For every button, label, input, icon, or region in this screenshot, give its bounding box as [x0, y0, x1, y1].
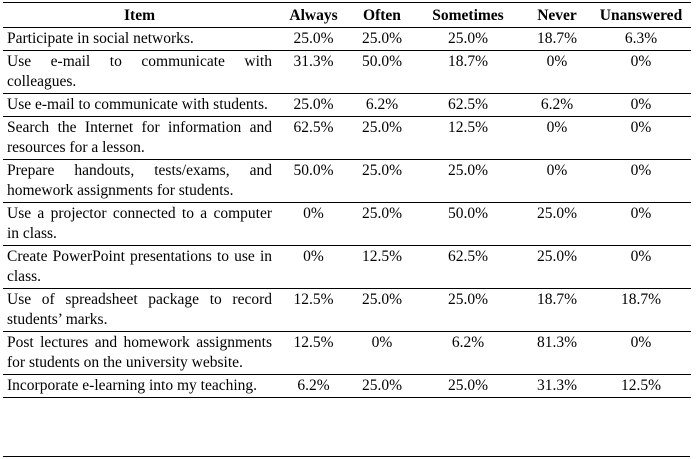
- cell-often: 25.0%: [361, 205, 403, 222]
- cell-unanswered: 0%: [630, 119, 652, 136]
- cell-always: 62.5%: [293, 119, 334, 136]
- cell-unanswered: 0%: [630, 53, 652, 70]
- cell-never: 0%: [546, 119, 568, 136]
- cell-often: 25.0%: [361, 162, 403, 179]
- table-row: Use e-mail to communicate with students.…: [3, 94, 691, 117]
- cell-sometimes: 25.0%: [447, 291, 489, 308]
- cell-unanswered: 0%: [630, 205, 652, 222]
- cell-always: 25.0%: [293, 30, 334, 47]
- item-label: Use e-mail to communicate with students.: [7, 96, 268, 113]
- header-sometimes: Sometimes: [432, 7, 504, 24]
- header-item: Item: [124, 7, 155, 24]
- cell-sometimes: 18.7%: [447, 53, 489, 70]
- cell-never: 0%: [546, 53, 568, 70]
- item-label: Participate in social networks.: [7, 30, 194, 47]
- survey-table-container: Item Always Often Sometimes Never Unansw…: [3, 2, 691, 398]
- table-row: Incorporate e-learning into my teaching.…: [3, 375, 691, 398]
- cell-sometimes: 6.2%: [451, 334, 485, 351]
- cell-sometimes: 25.0%: [447, 377, 489, 394]
- table-row: Create PowerPoint presentations to use i…: [3, 246, 691, 289]
- item-label: Use e-mail to communicate with colleague…: [7, 53, 272, 90]
- cell-sometimes: 25.0%: [447, 162, 489, 179]
- cell-never: 0%: [546, 162, 568, 179]
- table-row: Prepare handouts, tests/exams, and homew…: [3, 160, 691, 203]
- table-row: Use a projector connected to a computer …: [3, 203, 691, 246]
- cell-always: 12.5%: [293, 334, 334, 351]
- item-label: Post lectures and homework assignments f…: [7, 334, 272, 371]
- cell-often: 25.0%: [361, 291, 403, 308]
- header-never: Never: [537, 7, 577, 24]
- cell-often: 50.0%: [361, 53, 403, 70]
- cell-never: 81.3%: [536, 334, 578, 351]
- cell-always: 0%: [303, 205, 324, 222]
- cell-unanswered: 6.3%: [624, 30, 658, 47]
- cell-never: 18.7%: [536, 30, 578, 47]
- cell-often: 12.5%: [361, 248, 403, 265]
- table-bottom-rule: [3, 456, 690, 457]
- cell-always: 0%: [303, 248, 324, 265]
- header-unanswered: Unanswered: [599, 7, 683, 24]
- header-often: Often: [363, 7, 401, 24]
- cell-never: 25.0%: [536, 205, 578, 222]
- cell-unanswered: 18.7%: [620, 291, 662, 308]
- cell-unanswered: 12.5%: [620, 377, 662, 394]
- cell-never: 31.3%: [536, 377, 578, 394]
- item-label: Prepare handouts, tests/exams, and homew…: [7, 162, 272, 199]
- table-row: Use of spreadsheet package to record stu…: [3, 289, 691, 332]
- cell-never: 6.2%: [540, 96, 574, 113]
- item-label: Use a projector connected to a computer …: [7, 205, 272, 242]
- cell-always: 12.5%: [293, 291, 334, 308]
- cell-sometimes: 50.0%: [447, 205, 489, 222]
- cell-sometimes: 25.0%: [447, 30, 489, 47]
- table-body: Participate in social networks. 25.0% 25.0…: [3, 28, 691, 398]
- cell-sometimes: 62.5%: [447, 96, 489, 113]
- item-label: Incorporate e-learning into my teaching.: [7, 377, 258, 394]
- cell-often: 6.2%: [365, 96, 399, 113]
- table-row: Participate in social networks. 25.0% 25.0…: [3, 28, 691, 51]
- cell-often: 25.0%: [361, 377, 403, 394]
- table-row: Search the Internet for information and …: [3, 117, 691, 160]
- cell-unanswered: 0%: [630, 248, 652, 265]
- header-row: Item Always Often Sometimes Never Unansw…: [3, 2, 691, 28]
- cell-always: 25.0%: [293, 96, 334, 113]
- cell-sometimes: 62.5%: [447, 248, 489, 265]
- cell-often: 0%: [371, 334, 393, 351]
- cell-never: 18.7%: [536, 291, 578, 308]
- cell-always: 31.3%: [293, 53, 334, 70]
- cell-often: 25.0%: [361, 30, 403, 47]
- cell-unanswered: 0%: [630, 334, 652, 351]
- item-label: Use of spreadsheet package to record stu…: [7, 291, 272, 328]
- cell-always: 50.0%: [293, 162, 334, 179]
- cell-often: 25.0%: [361, 119, 403, 136]
- survey-table: Item Always Often Sometimes Never Unansw…: [3, 2, 691, 398]
- table-row: Use e-mail to communicate with colleague…: [3, 51, 691, 94]
- cell-unanswered: 0%: [630, 162, 652, 179]
- header-always: Always: [289, 7, 338, 24]
- table-row: Post lectures and homework assignments f…: [3, 332, 691, 375]
- cell-always: 6.2%: [297, 377, 330, 394]
- cell-never: 25.0%: [536, 248, 578, 265]
- item-label: Search the Internet for information and …: [7, 119, 272, 156]
- item-label: Create PowerPoint presentations to use i…: [7, 248, 272, 285]
- cell-unanswered: 0%: [630, 96, 652, 113]
- cell-sometimes: 12.5%: [447, 119, 489, 136]
